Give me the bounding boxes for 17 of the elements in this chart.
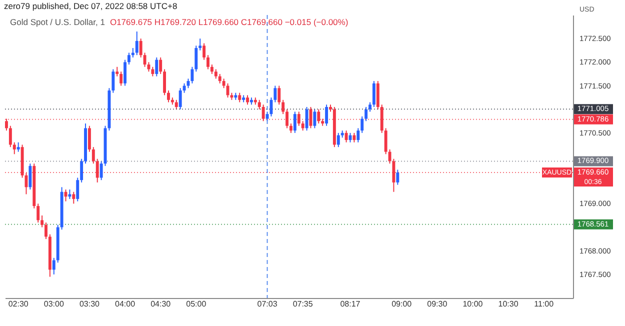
x-tick-label: 08:17 <box>340 300 361 308</box>
x-tick-label: 02:30 <box>8 300 29 308</box>
x-tick-label: 03:00 <box>44 300 64 308</box>
text: zero79 published, Dec 07, 2022 08:58 UTC+8 <box>4 1 178 11</box>
x-tick-label: 07:03 <box>257 300 278 308</box>
chart-title: Gold Spot / U.S. Dollar, 1 <box>10 17 105 27</box>
x-tick-label: 10:30 <box>498 300 519 308</box>
x-tick-label: 03:30 <box>79 300 100 308</box>
chart-subtitle: O1769.675 H1769.720 L1769.660 C1769.660 −0.015 (−0.00%) <box>110 17 348 27</box>
x-tick-label: 04:30 <box>150 300 172 308</box>
x-tick-label: 04:00 <box>115 300 136 308</box>
x-tick-label: 10:00 <box>462 300 484 308</box>
x-tick-label: 07:35 <box>292 300 314 308</box>
x-tick-label: 11:00 <box>534 300 554 308</box>
x-tick-label: 09:00 <box>392 300 412 308</box>
x-tick-label: 05:00 <box>186 300 207 308</box>
x-tick-label: 09:30 <box>427 300 448 308</box>
